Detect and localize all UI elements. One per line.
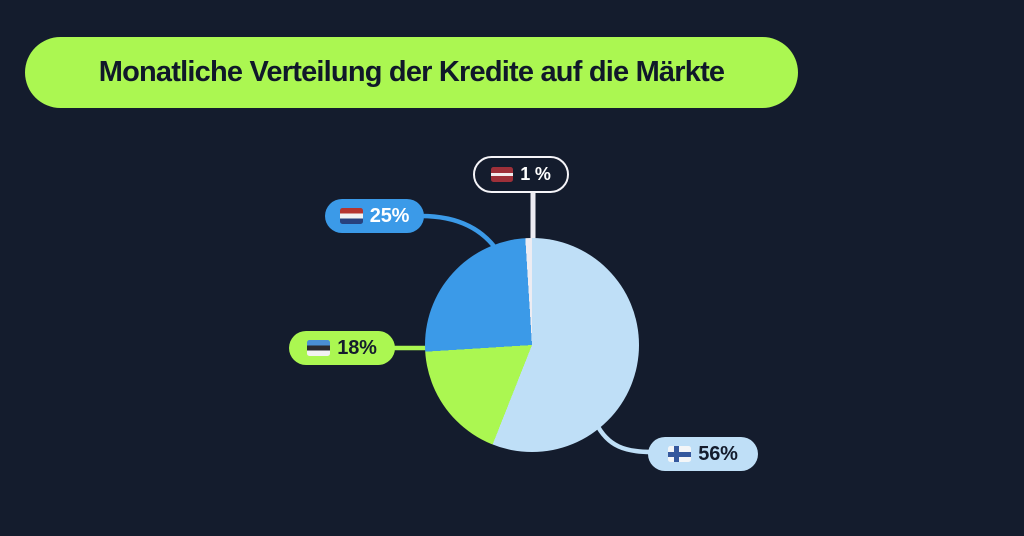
label-finland: 56% — [648, 437, 758, 471]
label-finland-value: 56% — [698, 442, 738, 465]
label-latvia: 1 % — [473, 156, 569, 193]
chart-title: Monatliche Verteilung der Kredite auf di… — [98, 56, 725, 88]
latvia-flag-icon — [491, 167, 514, 182]
label-estonia-value: 18% — [337, 336, 377, 359]
netherlands-flag-icon — [339, 208, 363, 224]
label-latvia-value: 1 % — [520, 164, 551, 184]
pie-chart — [425, 238, 639, 452]
label-netherlands-value: 25% — [369, 204, 410, 227]
estonia-flag-icon — [307, 340, 331, 356]
finland-flag-icon — [668, 446, 692, 462]
connector-finland — [593, 420, 655, 455]
chart-title-banner: Monatliche Verteilung der Kredite auf di… — [25, 37, 798, 108]
label-estonia: 18% — [289, 331, 395, 365]
label-netherlands: 25% — [325, 199, 424, 233]
